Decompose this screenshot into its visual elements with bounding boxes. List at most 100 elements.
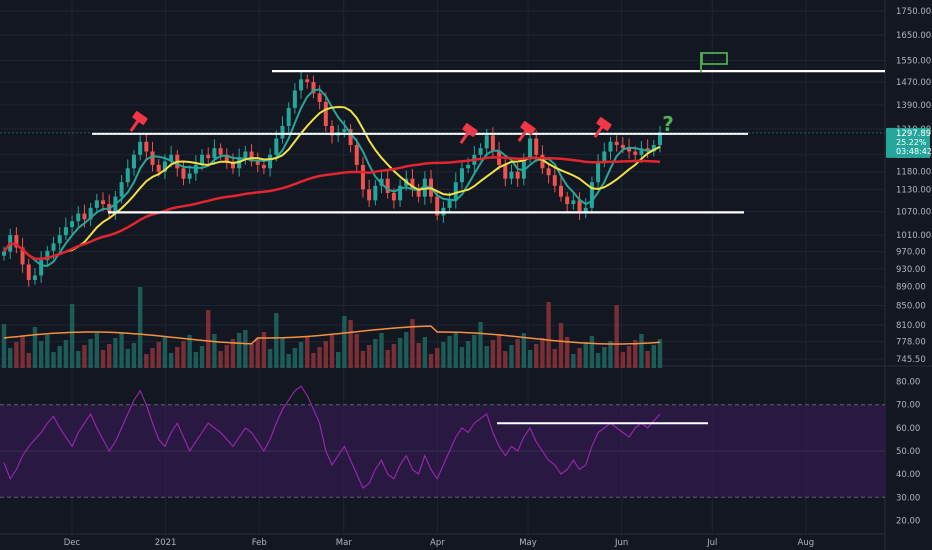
candle-body <box>70 221 75 228</box>
volume-bar <box>113 338 118 368</box>
candle-body <box>367 189 372 201</box>
hammer-head <box>132 111 148 125</box>
volume-bar <box>534 344 539 368</box>
volume-bar <box>416 343 421 368</box>
candle-body <box>515 171 520 179</box>
volume-bar <box>38 341 44 368</box>
volume-bar <box>447 336 452 368</box>
candle-body <box>627 148 632 152</box>
volume-bar <box>515 339 520 368</box>
candle-body <box>82 213 87 220</box>
candle-body <box>348 129 353 145</box>
time-tick-label: Mar <box>336 538 353 548</box>
candle-body <box>534 138 539 155</box>
volume-bar <box>261 332 267 368</box>
volume-bar <box>335 352 341 368</box>
volume-bar <box>608 341 613 368</box>
rsi-tick-label: 60.00 <box>896 424 920 434</box>
volume-bar <box>181 341 186 368</box>
candle-body <box>651 144 656 152</box>
volume-bar <box>286 354 291 368</box>
candle-body <box>459 168 464 183</box>
volume-bar <box>478 322 483 368</box>
candle-body <box>88 207 93 220</box>
last-price-value: 1297.89 <box>896 129 931 139</box>
hammer-handle <box>129 118 141 132</box>
candle-body <box>255 161 260 165</box>
rsi-band <box>0 404 885 498</box>
rsi-tick-label: 40.00 <box>896 470 920 480</box>
candle-body <box>218 148 223 155</box>
price-tick-label: 1070.00 <box>896 208 931 218</box>
price-tick-label: 1750.00 <box>896 7 931 17</box>
candle-body <box>181 168 186 179</box>
candle-body <box>410 178 415 190</box>
volume-bar <box>280 337 285 368</box>
candle-body <box>608 141 613 152</box>
time-tick-label: Jul <box>706 538 717 548</box>
volume-bar <box>509 345 514 368</box>
volume-bar <box>150 348 155 368</box>
candle-body <box>422 178 427 197</box>
hammer-handle <box>593 124 605 138</box>
candle-body <box>200 154 205 165</box>
volume-bar <box>435 348 440 368</box>
volume-bar <box>137 287 143 368</box>
candle-body <box>187 173 192 179</box>
volume-bar <box>484 346 489 368</box>
candle-body <box>565 196 570 205</box>
candle-body <box>453 182 458 201</box>
volume-bar <box>577 348 582 368</box>
rsi-tick-label: 80.00 <box>896 378 920 388</box>
candle-body <box>274 138 279 155</box>
candle-body <box>57 235 62 244</box>
hammer-head <box>520 121 536 135</box>
hammer-head <box>462 123 478 137</box>
candle-body <box>354 144 359 165</box>
flag-cloth <box>701 52 728 65</box>
candle-body <box>280 125 285 139</box>
volume-bar <box>292 348 298 368</box>
volume-bar <box>552 349 557 368</box>
candle-body <box>385 178 390 194</box>
candle-body <box>32 275 37 280</box>
price-tick-label: 745.50 <box>896 355 926 365</box>
volume-bar <box>342 316 347 368</box>
volume-bar <box>7 348 13 368</box>
candle-body <box>286 107 291 126</box>
candle-body <box>391 193 396 201</box>
volume-bar <box>348 320 353 368</box>
candle-body <box>466 164 471 169</box>
volume-bar <box>527 350 533 368</box>
volume-bar <box>558 323 564 368</box>
candle-body <box>261 164 266 169</box>
price-tick-label: 970.00 <box>896 248 926 258</box>
volume-bar <box>496 334 502 368</box>
volume-bar <box>490 340 496 368</box>
volume-bar <box>187 335 192 368</box>
volume-bar <box>57 346 62 368</box>
volume-bar <box>639 334 644 368</box>
rsi-tick-label: 70.00 <box>896 401 920 411</box>
volume-bar <box>131 343 137 368</box>
volume-bar <box>298 342 304 368</box>
volume-bar <box>144 354 149 368</box>
volume-bar <box>385 350 390 368</box>
candle-body <box>45 250 50 261</box>
candle-body <box>360 164 365 190</box>
candle-body <box>620 144 625 149</box>
moving-average-line <box>3 88 661 268</box>
candle-body <box>268 154 273 169</box>
candle-body <box>583 207 588 212</box>
volume-bar <box>614 305 619 368</box>
candle-body <box>596 161 601 183</box>
candle-body <box>212 148 217 159</box>
volume-bar <box>311 353 316 368</box>
volume-bar <box>410 319 415 368</box>
volume-bar <box>602 347 607 368</box>
volume-bar <box>595 353 601 368</box>
price-tick-label: 1650.00 <box>896 31 931 41</box>
moving-average-line <box>2 156 661 261</box>
price-tick-label: 890.00 <box>896 283 926 293</box>
